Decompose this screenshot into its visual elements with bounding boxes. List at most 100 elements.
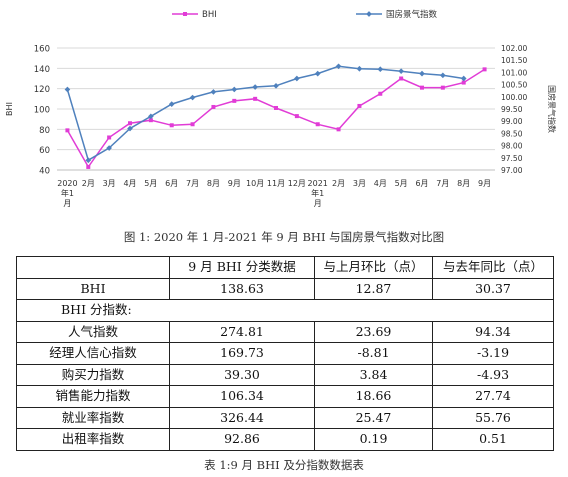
cell-value: 92.86 [169, 428, 315, 451]
housing-index-point [148, 113, 154, 120]
housing-index-point [460, 75, 467, 82]
cell-value: 39.30 [169, 363, 315, 386]
bhi-point [190, 122, 195, 127]
x-tick-label: 7月 [186, 179, 199, 188]
header-cell-yoy: 与去年同比（点） [432, 256, 554, 279]
left-tick-label: 60 [39, 146, 50, 156]
cell-yoy: 94.34 [432, 320, 554, 343]
left-tick-label: 140 [34, 65, 50, 75]
left-axis-title: BHI [5, 102, 14, 116]
cell-mom: 18.66 [314, 385, 433, 408]
right-tick-label: 97.00 [501, 166, 523, 175]
x-tick-label: 7月 [436, 179, 449, 188]
line-chart: 40 60 80 100 120 140 160 97.00 97.50 98.00 98.50 99… [5, 9, 557, 208]
right-tick-label: 97.50 [501, 154, 523, 163]
cell-mom: 25.47 [314, 406, 433, 429]
left-tick-label: 100 [34, 106, 50, 116]
bhi-point [336, 127, 341, 132]
left-tick-label: 160 [34, 45, 50, 55]
cell-yoy: -3.19 [432, 342, 554, 365]
x-tick-label: 9月 [478, 179, 491, 188]
right-tick-label: 102.00 [501, 44, 527, 53]
bhi-point [440, 85, 445, 90]
row-label: BHI [16, 277, 170, 300]
x-tick-label: 4月 [374, 179, 387, 188]
cell-mom: 0.19 [314, 428, 433, 451]
table-row: 销售能力指数 106.34 18.66 27.74 [16, 385, 554, 408]
x-tick-label: 6月 [415, 179, 428, 188]
cell-value: 106.34 [169, 385, 315, 408]
bhi-point [169, 123, 174, 128]
housing-index-point [273, 82, 279, 89]
x-tick-label: 11月 [267, 179, 285, 188]
series-line-housing-index [66, 65, 464, 162]
x-tick-label: 2月 [82, 179, 95, 188]
x-tick-label: 3月 [103, 179, 116, 188]
x-tick-label: 8月 [457, 179, 470, 188]
x-tick-label: 月 [314, 199, 322, 208]
figure-caption: 图 1: 2020 年 1 月-2021 年 9 月 BHI 与国房景气指数对比… [123, 230, 445, 244]
bhi-point [274, 105, 278, 110]
housing-index-point [231, 86, 238, 93]
row-label: 人气指数 [16, 320, 170, 343]
x-tick-label: 2020 [57, 179, 77, 188]
cell-mom: 12.87 [314, 277, 433, 300]
x-tick-label: 2月 [332, 179, 345, 188]
housing-index-point [294, 75, 300, 82]
housing-index-point [85, 157, 92, 164]
bhi-data-table: 9 月 BHI 分类数据 与上月环比（点） 与去年同比（点） BHI 138.6… [16, 256, 554, 451]
cell-yoy: 55.76 [432, 406, 554, 429]
x-tick-label: 10月 [246, 179, 264, 188]
housing-index-point [356, 65, 363, 72]
cell-yoy: 30.37 [432, 277, 554, 300]
housing-index-point [398, 68, 404, 75]
x-tick-label: 2021 [308, 179, 328, 188]
cell-value: 138.63 [169, 277, 315, 300]
right-axis-title: 国房景气指数 [547, 85, 557, 133]
bhi-point [232, 98, 237, 103]
legend-marker [366, 11, 372, 17]
housing-index-point [314, 70, 321, 77]
bhi-point [294, 114, 299, 119]
cell-mom: 23.69 [314, 320, 433, 343]
housing-index-point [419, 70, 425, 77]
housing-index-point [210, 89, 217, 95]
cell-value: 274.81 [169, 320, 315, 343]
housing-index-point [377, 66, 384, 73]
table-row: BHI 138.63 12.87 30.37 [16, 277, 554, 300]
x-tick-label: 5月 [144, 179, 157, 188]
bhi-point [482, 67, 487, 72]
right-tick-label: 101.00 [501, 68, 527, 77]
housing-index-point [440, 72, 446, 79]
x-tick-label: 8月 [207, 179, 220, 188]
left-tick-label: 80 [39, 126, 50, 136]
right-tick-label: 101.50 [501, 56, 527, 65]
bhi-point [378, 91, 383, 96]
header-cell-empty [16, 256, 170, 279]
cell-mom: 3.84 [314, 363, 433, 386]
housing-index-point [252, 84, 258, 90]
table-row: 就业率指数 326.44 25.47 55.76 [16, 406, 554, 429]
row-label: 出租率指数 [16, 428, 170, 451]
bhi-point [399, 76, 404, 81]
left-tick-label: 40 [39, 167, 50, 177]
table-row: 人气指数 274.81 23.69 94.34 [16, 320, 554, 343]
right-tick-label: 98.00 [501, 142, 523, 151]
section-row: BHI 分指数: [16, 299, 554, 322]
x-tick-label: 6月 [165, 179, 178, 188]
section-label: BHI 分指数: [16, 299, 554, 322]
bhi-point [461, 80, 466, 85]
row-label: 购买力指数 [16, 363, 170, 386]
row-label: 销售能力指数 [16, 385, 170, 408]
cell-yoy: 0.51 [432, 428, 554, 451]
right-tick-label: 100.00 [501, 93, 527, 102]
bhi-point [65, 128, 70, 133]
cell-yoy: 27.74 [432, 385, 554, 408]
legend-label: BHI [202, 10, 217, 20]
housing-index-point [189, 94, 196, 101]
cell-yoy: -4.93 [432, 363, 554, 386]
x-tick-label: 3月 [353, 179, 366, 188]
housing-index-point [335, 63, 342, 70]
bhi-point [148, 118, 153, 123]
bhi-point [86, 164, 91, 169]
